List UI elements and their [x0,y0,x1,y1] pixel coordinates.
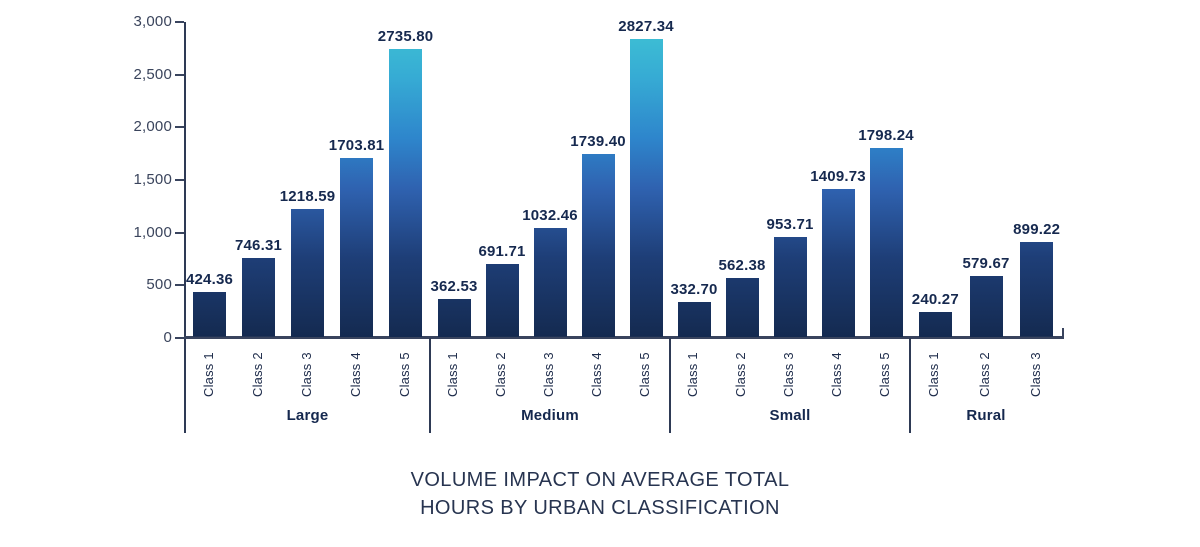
bar [485,264,519,337]
bar [193,292,226,337]
bar-value-label: 1409.73 [810,167,866,185]
class-tick-label: Class 1 [445,352,460,398]
bar-value-label: 240.27 [911,290,959,308]
bar-value-label: 562.38 [718,256,766,274]
y-tick-label: 1,000 [133,223,172,241]
bar [389,48,422,337]
class-tick-label: Class 5 [637,352,652,398]
class-tick-label: Class 2 [977,352,992,398]
bar-value-label: 1032.46 [522,207,578,225]
class-tick-label: Class 4 [829,352,844,398]
class-tick-label: Class 3 [298,352,314,398]
x-axis-line [184,336,1064,339]
class-tick-label: Class 4 [347,352,363,398]
y-tick-label: 3,000 [133,13,172,30]
chart-title-line-2: HOURS BY URBAN CLASSIFICATION [420,497,780,519]
bar [725,277,759,337]
bar [821,188,855,337]
y-axis-tick [175,231,184,234]
bar [291,208,324,337]
bar-value-label: 1703.81 [328,136,385,154]
y-tick-label: 500 [146,276,172,294]
class-tick-label: Class 5 [877,352,892,398]
bar-value-label: 1739.40 [570,132,626,150]
y-tick-label: 0 [163,329,172,346]
y-axis-tick [175,337,184,339]
group-label: Large [286,407,329,424]
bar [437,298,471,337]
class-tick-label: Class 1 [200,352,216,398]
group-separator [669,338,671,433]
y-axis-tick [175,284,184,287]
class-tick-label: Class 3 [541,352,556,398]
bar-value-label: 2827.34 [618,18,674,36]
y-axis-tick [175,73,184,76]
group-label: Small [769,407,811,424]
bar [629,39,663,337]
bar-value-label: 953.71 [766,215,814,233]
bar-value-label: 424.36 [185,271,234,289]
y-axis-tick [175,21,184,23]
bar [677,301,711,337]
bar [869,147,903,337]
group-label: Medium [521,407,579,424]
group-label: Rural [966,407,1006,424]
bar-value-label: 899.22 [1013,221,1061,239]
bar-value-label: 746.31 [234,237,283,255]
bar-value-label: 362.53 [430,277,478,295]
bar [340,157,373,337]
bar-value-label: 1798.24 [858,126,914,144]
bar-value-label: 691.71 [478,243,526,261]
y-tick-label: 1,500 [133,171,172,188]
bar [773,236,807,337]
y-axis-tick [175,179,184,181]
bar [969,275,1003,337]
class-tick-label: Class 1 [926,352,942,398]
bar [581,153,615,337]
group-separator [429,338,431,433]
class-tick-label: Class 2 [733,352,748,398]
chart-title: VOLUME IMPACT ON AVERAGE TOTAL HOURS BY … [0,466,1200,522]
bar-value-label: 332.70 [670,280,718,298]
bar-value-label: 2735.80 [377,27,434,45]
bar [533,228,567,337]
y-axis-line [184,22,186,433]
group-separator [909,338,911,433]
bar [918,311,952,337]
chart-title-line-1: VOLUME IMPACT ON AVERAGE TOTAL [410,469,790,491]
y-tick-label: 2,500 [133,65,172,83]
class-tick-label: Class 2 [493,352,508,398]
class-tick-label: Class 3 [781,352,796,398]
y-tick-label: 2,000 [133,118,172,136]
axis-end-tick [1062,328,1064,337]
class-tick-label: Class 1 [685,352,700,398]
class-tick-label: Class 2 [249,352,265,398]
bar [242,258,275,337]
class-tick-label: Class 4 [589,352,604,398]
bar [1020,242,1054,337]
bar-value-label: 579.67 [962,254,1010,272]
class-tick-label: Class 5 [396,352,412,398]
y-axis-tick [175,126,184,129]
class-tick-label: Class 3 [1027,352,1043,398]
bar-value-label: 1218.59 [279,187,336,205]
